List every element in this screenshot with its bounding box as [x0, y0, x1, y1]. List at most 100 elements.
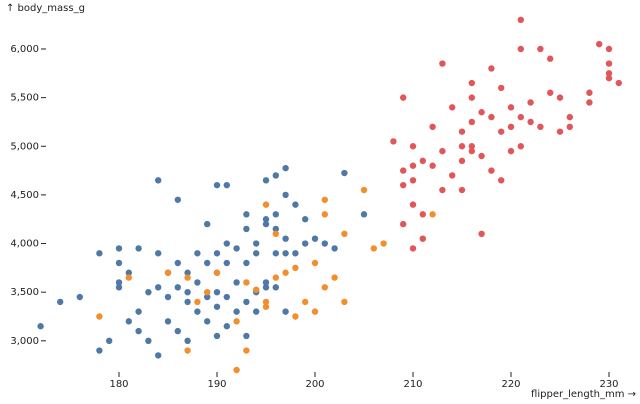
point	[174, 196, 181, 203]
point	[223, 259, 230, 267]
point	[390, 138, 397, 145]
point	[419, 157, 426, 165]
point	[605, 45, 613, 53]
point	[204, 318, 211, 325]
point	[213, 269, 221, 276]
point	[331, 245, 338, 252]
point	[527, 118, 534, 126]
point	[233, 308, 240, 315]
point	[547, 89, 554, 96]
point	[243, 347, 250, 354]
x-tick-label: 220	[501, 379, 520, 390]
point	[537, 45, 544, 53]
y-tick-label: 6,000	[10, 44, 39, 55]
point	[507, 147, 515, 155]
point	[135, 327, 142, 335]
point	[223, 240, 230, 247]
point	[488, 167, 495, 174]
point	[488, 113, 495, 121]
point	[478, 109, 485, 116]
point	[439, 60, 446, 67]
point	[468, 147, 475, 155]
point	[262, 284, 270, 291]
point	[194, 279, 201, 286]
point	[468, 94, 475, 101]
point	[194, 250, 201, 257]
point	[164, 318, 172, 325]
y-tick-label: 4,500	[10, 190, 39, 201]
point	[155, 284, 162, 291]
point	[57, 298, 64, 306]
point	[547, 55, 554, 62]
point	[517, 45, 524, 53]
point	[96, 347, 103, 354]
point	[184, 288, 191, 296]
point	[478, 152, 485, 160]
point	[556, 128, 564, 135]
point	[282, 164, 289, 172]
point	[76, 293, 84, 301]
point	[419, 235, 426, 242]
point	[302, 298, 309, 306]
point	[184, 298, 191, 306]
point	[233, 279, 240, 286]
point	[253, 308, 260, 315]
point	[262, 298, 270, 306]
y-tick-label: 5,500	[10, 93, 39, 104]
point	[243, 211, 250, 218]
point	[272, 225, 279, 233]
point	[556, 94, 564, 101]
point	[468, 143, 475, 150]
point	[517, 113, 524, 121]
y-tick-label: 5,000	[10, 141, 39, 152]
point	[233, 318, 240, 325]
point	[370, 245, 377, 252]
point	[262, 216, 270, 223]
point	[341, 298, 348, 306]
point	[272, 230, 279, 238]
point	[429, 162, 436, 169]
point	[155, 250, 162, 257]
point	[439, 147, 446, 155]
point	[527, 99, 534, 106]
point	[400, 220, 407, 228]
y-tick-label: 3,500	[10, 287, 39, 298]
x-tick-label: 200	[305, 379, 324, 390]
point	[145, 337, 152, 345]
point	[360, 211, 368, 218]
point	[96, 313, 103, 320]
point	[262, 220, 270, 228]
point	[243, 332, 250, 340]
point	[419, 211, 426, 218]
point	[233, 245, 240, 252]
point	[409, 143, 417, 150]
point	[125, 274, 132, 281]
point	[223, 293, 230, 301]
point	[253, 240, 260, 247]
point	[272, 284, 279, 291]
point	[213, 288, 221, 296]
point	[311, 235, 319, 242]
point	[488, 65, 495, 72]
point	[321, 240, 328, 247]
point	[615, 79, 622, 87]
point	[458, 186, 466, 194]
point	[164, 293, 172, 301]
point	[498, 84, 505, 92]
point	[409, 177, 417, 184]
point	[321, 211, 328, 218]
point	[302, 240, 309, 247]
point	[341, 169, 348, 177]
point	[321, 196, 328, 203]
point	[321, 284, 328, 291]
point	[507, 123, 515, 131]
point	[341, 230, 348, 238]
point	[253, 286, 260, 293]
point	[292, 250, 299, 257]
point	[331, 274, 338, 281]
point	[155, 352, 162, 359]
point	[478, 230, 485, 238]
point	[262, 279, 270, 286]
point	[115, 245, 123, 252]
